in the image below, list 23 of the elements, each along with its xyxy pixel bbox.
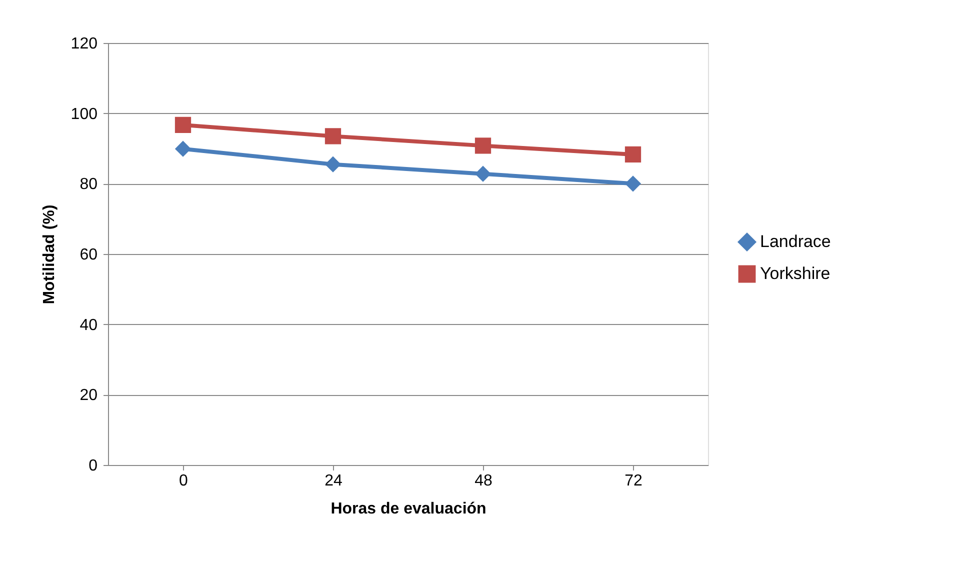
point bbox=[174, 116, 192, 133]
y-tick-label: 0 bbox=[88, 458, 98, 474]
point bbox=[324, 128, 342, 144]
x-tick-label: 48 bbox=[474, 472, 492, 490]
point bbox=[324, 156, 342, 172]
y-tick-label: 80 bbox=[80, 176, 98, 194]
x-tick-label: 0 bbox=[179, 472, 188, 490]
legend-label: Landrace bbox=[760, 232, 831, 251]
y-tick-label: 60 bbox=[80, 246, 98, 264]
point bbox=[474, 138, 492, 154]
y-tick-label: 40 bbox=[80, 316, 98, 334]
x-tick-label: 24 bbox=[324, 472, 342, 490]
point bbox=[624, 176, 642, 192]
y-tick-label: 20 bbox=[80, 387, 98, 404]
y-axis-title: Motilidad (%) bbox=[40, 204, 58, 304]
x-tick-label: 72 bbox=[624, 472, 642, 490]
y-tick-label: 100 bbox=[70, 106, 98, 123]
point bbox=[624, 146, 642, 163]
point bbox=[474, 166, 492, 182]
y-tick-label: 120 bbox=[70, 36, 98, 52]
x-axis-title: Horas de evaluación bbox=[330, 500, 486, 518]
point bbox=[174, 140, 192, 157]
legend-label: Yorkshire bbox=[760, 264, 830, 283]
